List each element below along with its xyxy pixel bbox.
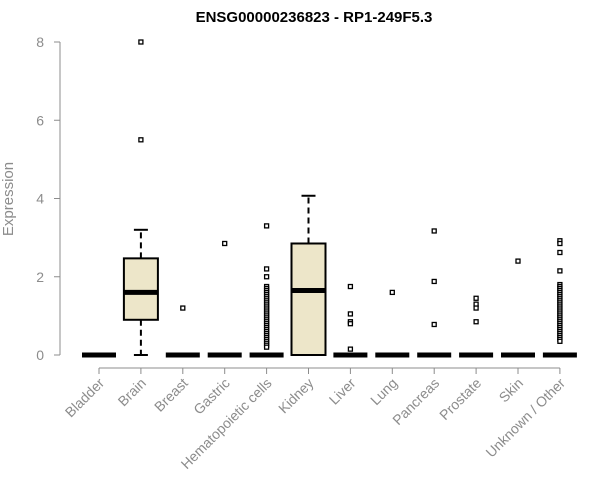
outlier-point [222,240,228,247]
chart-title: ENSG00000236823 - RP1-249F5.3 [196,9,433,26]
outlier-point [180,305,186,311]
outlier-point [557,240,563,247]
box-breast [165,305,200,358]
outlier-point [431,278,437,285]
outlier-point [347,311,354,317]
x-tick-label: Unknown / Other [482,375,568,461]
outlier-point [138,137,144,143]
x-tick-label: Lung [367,375,400,408]
box-pancreas [417,228,452,358]
box-prostate [459,295,494,358]
boxes-layer [82,39,577,358]
outlier-point [557,268,563,274]
x-tick-label: Pancreas [389,375,442,428]
outlier-point [263,223,270,229]
box-iqr [290,242,327,356]
outlier-point [473,305,479,311]
outlier-point [263,266,270,272]
box-gastric [207,240,242,358]
outlier-point [515,258,521,264]
outlier-point [389,289,395,296]
y-tick-label: 0 [36,347,44,363]
box-liver [333,283,368,358]
x-tick-label: Prostate [436,375,484,423]
outlier-point [431,228,437,234]
outlier-point [347,346,354,352]
outlier-point [431,321,437,328]
outlier-point [473,319,479,325]
x-tick-label: Liver [326,375,359,408]
y-tick-label: 4 [36,191,44,207]
y-axis-label: Expression [0,162,17,236]
outlier-point [138,39,144,45]
outlier-point [347,283,354,290]
box-kidney [290,194,327,356]
box-skin [501,258,535,358]
box-lung [375,289,410,358]
box-unknown-other [542,238,577,358]
box-hematopoietic-cells [249,223,284,358]
x-tick-label: Brain [115,375,149,409]
box-iqr [122,257,159,321]
x-tick-label: Breast [151,375,191,415]
outlier-point [263,274,270,280]
box-brain [122,39,159,356]
outlier-point [557,338,563,344]
x-tick-label: Kidney [275,375,317,417]
y-tick-label: 2 [36,269,44,285]
x-tick-label: Skin [496,375,527,406]
outlier-point [557,249,563,256]
outlier-point [347,321,354,327]
y-axis: 0 2 4 6 8 [36,34,61,363]
y-tick-label: 6 [36,112,44,128]
y-tick-label: 8 [36,34,44,50]
x-tick-label: Bladder [62,375,108,421]
outlier-point [473,295,479,301]
outlier-point [263,344,270,350]
